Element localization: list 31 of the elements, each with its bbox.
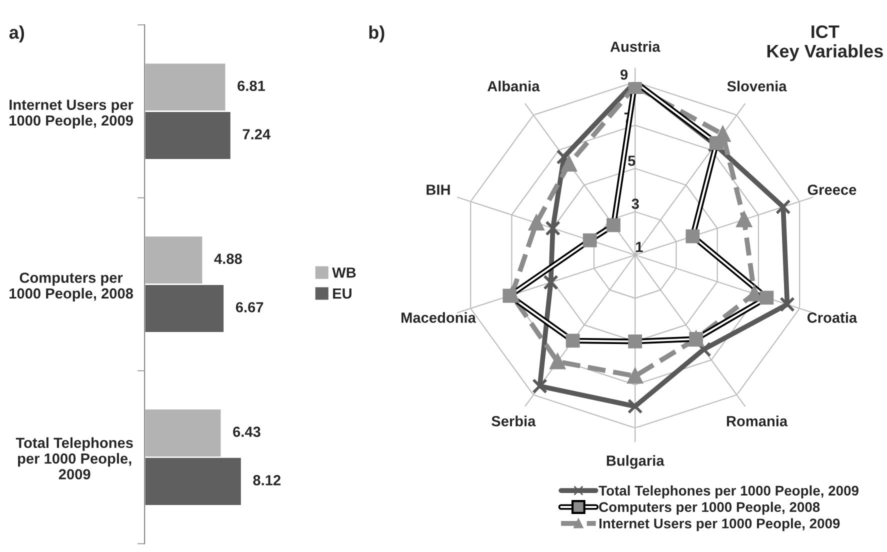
chart-title: a) <box>9 26 24 42</box>
y-tick-label: 5 <box>628 156 636 166</box>
data-label: 7.24 <box>242 129 270 140</box>
legend-label: Total Telephones per 1000 People, 2009 <box>598 485 858 498</box>
legend-label: EU <box>333 288 352 299</box>
spoke-label: Albania <box>487 80 540 92</box>
spoke-label: Macedonia <box>402 312 476 323</box>
spoke-label: Greece <box>808 184 856 195</box>
data-label: 4.88 <box>214 254 242 264</box>
y-tick-label: Total Telephones per 1000 People, 2009 <box>16 437 133 480</box>
data-label: 8.12 <box>253 475 281 486</box>
data-label: 6.67 <box>236 302 264 312</box>
data-label: 6.43 <box>233 426 260 437</box>
y-tick-label: 3 <box>632 198 639 210</box>
y-tick-label: Internet Users per 1000 People, 2009 <box>10 100 134 129</box>
spoke-label: Croatia <box>807 312 858 323</box>
spoke-label: Romania <box>726 416 788 426</box>
spoke-label: Slovenia <box>727 80 787 92</box>
y-tick-label: 9 <box>620 69 628 80</box>
spoke-label: Bulgaria <box>606 455 664 469</box>
spoke-label: Austria <box>610 41 660 52</box>
text: ICT Key Variables <box>767 25 883 62</box>
legend-label: Computers per 1000 People, 2008 <box>599 502 820 515</box>
y-tick-label: Computers per 1000 People, 2008 <box>10 272 134 302</box>
legend-label: Internet Users per 1000 People, 2009 <box>600 518 840 532</box>
spoke-label: Serbia <box>492 416 536 426</box>
y-tick-label: 1 <box>636 242 643 252</box>
legend-label: WB <box>332 268 356 278</box>
spoke-label: BIH <box>426 184 450 195</box>
chart-title: b) <box>369 26 384 42</box>
data-label: 6.81 <box>238 80 266 92</box>
